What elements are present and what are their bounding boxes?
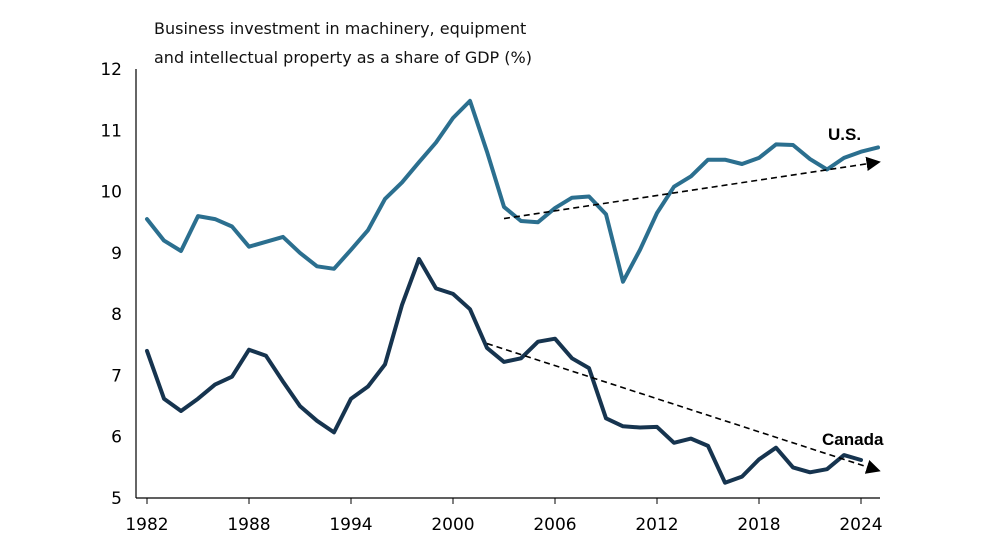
- y-axis-title-line-2: and intellectual property as a share of …: [154, 48, 532, 67]
- y-tick-label: 8: [111, 305, 122, 325]
- x-tick-label: 2006: [533, 515, 576, 535]
- x-tick-label: 2018: [737, 515, 780, 535]
- y-tick-label: 12: [100, 60, 122, 80]
- y-tick-labels: 5 6 7 8 9 10 11 12: [100, 60, 122, 509]
- axes: [135, 69, 880, 499]
- y-tick-label: 7: [111, 366, 122, 386]
- x-tick-label: 2012: [635, 515, 678, 535]
- y-tick-label: 10: [100, 183, 122, 203]
- y-axis-title-line-1: Business investment in machinery, equipm…: [154, 19, 526, 38]
- y-tick-label: 6: [111, 428, 122, 448]
- series-line-canada: [145, 257, 863, 485]
- series-lines: [145, 98, 880, 485]
- series-line-us: [145, 98, 880, 284]
- y-tick-label: 9: [111, 244, 122, 264]
- y-axis-title: Business investment in machinery, equipm…: [154, 19, 532, 67]
- trend-line-us: [503, 156, 881, 220]
- series-labels: U.S. Canada: [822, 125, 884, 449]
- x-tick-label: 1994: [329, 515, 372, 535]
- series-label-us: U.S.: [828, 125, 861, 144]
- x-tick-label: 2024: [839, 515, 882, 535]
- trend-lines: [486, 156, 881, 474]
- y-tick-label: 5: [111, 489, 122, 509]
- x-tick-labels: 1982 1988 1994 2000 2006 2012 2018 2024: [125, 498, 883, 535]
- x-tick-label: 2000: [431, 515, 474, 535]
- trend-line-canada: [486, 342, 881, 474]
- x-tick-label: 1988: [227, 515, 270, 535]
- series-label-canada: Canada: [822, 430, 884, 449]
- y-tick-label: 11: [100, 121, 122, 141]
- x-tick-label: 1982: [125, 515, 168, 535]
